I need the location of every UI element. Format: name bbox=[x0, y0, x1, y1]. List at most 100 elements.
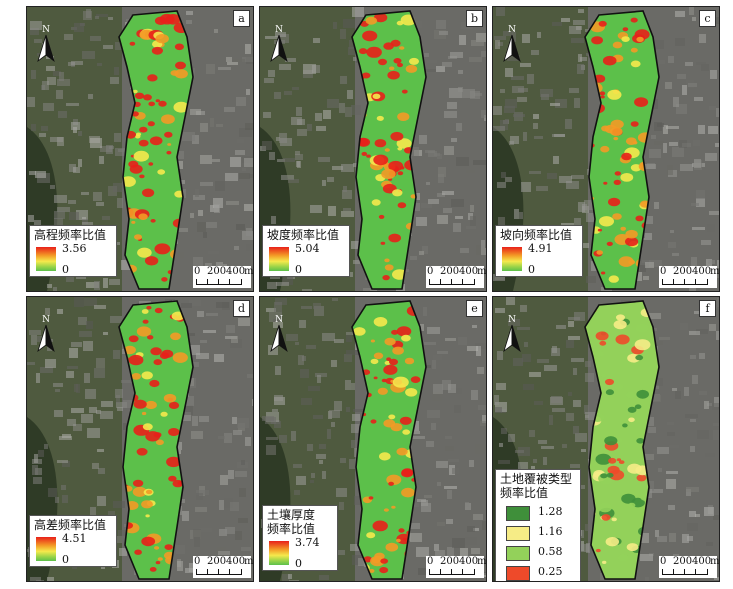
scale-mid: 200 bbox=[673, 556, 693, 567]
legend-title-line1: 土地覆被类型 bbox=[500, 472, 573, 486]
panel-label: a bbox=[233, 10, 250, 27]
map-panel-d: d N 0 200 400 m 高差频率比值 4.51 0 bbox=[26, 296, 254, 582]
legend-max-value: 5.04 bbox=[295, 242, 320, 255]
scale-bar: 0 200 400 m bbox=[659, 556, 720, 578]
study-area-boundary bbox=[118, 300, 194, 580]
legend-max-value: 4.51 bbox=[62, 532, 87, 545]
legend-color-ramp bbox=[36, 247, 56, 271]
legend-swatch bbox=[506, 526, 530, 541]
scale-unit: m bbox=[477, 266, 487, 277]
legend-title-line1: 土壤厚度 bbox=[267, 508, 316, 522]
legend-class-row: 1.28 bbox=[500, 503, 576, 523]
legend-max-value: 4.91 bbox=[528, 242, 553, 255]
legend-color-ramp bbox=[36, 537, 56, 561]
scale-max: 400 bbox=[459, 266, 479, 277]
legend-min-value: 0 bbox=[62, 263, 69, 276]
scale-max: 400 bbox=[692, 556, 712, 567]
scale-bar: 0 200 400 m bbox=[426, 266, 487, 288]
figure-frame: a N 0 200 400 m 高程频率比值 3.56 0 bbox=[26, 6, 720, 582]
legend: 坡度频率比值 5.04 0 bbox=[262, 225, 350, 277]
legend: 高差频率比值 4.51 0 bbox=[29, 515, 117, 567]
scale-zero: 0 bbox=[427, 266, 434, 277]
scale-mid: 200 bbox=[207, 266, 227, 277]
legend-class-row: 1.16 bbox=[500, 523, 576, 543]
legend-min-value: 0 bbox=[62, 553, 69, 566]
scale-zero: 0 bbox=[427, 556, 434, 567]
legend-class-row: 0.58 bbox=[500, 543, 576, 563]
scale-zero: 0 bbox=[194, 266, 201, 277]
legend: 坡向频率比值 4.91 0 bbox=[495, 225, 583, 277]
scale-bar: 0 200 400 m bbox=[193, 556, 254, 578]
north-arrow-icon: N bbox=[37, 315, 55, 353]
scale-mid: 200 bbox=[440, 266, 460, 277]
legend-color-ramp bbox=[502, 247, 522, 271]
north-arrow-icon: N bbox=[270, 315, 288, 353]
scale-max: 400 bbox=[692, 266, 712, 277]
satellite-map bbox=[27, 7, 253, 291]
legend-title: 高差频率比值 bbox=[34, 518, 107, 532]
legend-class-row: 0.25 bbox=[500, 563, 576, 581]
legend-title-line2: 频率比值 bbox=[500, 486, 549, 500]
study-area-boundary bbox=[584, 10, 660, 290]
map-panel-c: c N 0 200 400 m 坡向频率比值 4.91 0 bbox=[492, 6, 720, 292]
legend-min-value: 0 bbox=[528, 263, 535, 276]
legend-class-value: 1.16 bbox=[538, 525, 563, 538]
scale-unit: m bbox=[244, 266, 254, 277]
svg-text:N: N bbox=[508, 315, 516, 325]
scale-mid: 200 bbox=[207, 556, 227, 567]
scale-mid: 200 bbox=[673, 266, 693, 277]
legend-min-value: 0 bbox=[295, 557, 302, 570]
map-panel-a: a N 0 200 400 m 高程频率比值 3.56 0 bbox=[26, 6, 254, 292]
scale-zero: 0 bbox=[660, 266, 667, 277]
north-arrow-icon: N bbox=[503, 25, 521, 63]
legend-max-value: 3.74 bbox=[295, 536, 320, 549]
scale-zero: 0 bbox=[660, 556, 667, 567]
panel-label: c bbox=[699, 10, 716, 27]
study-area-boundary bbox=[118, 10, 194, 290]
north-arrow-icon: N bbox=[37, 25, 55, 63]
svg-text:N: N bbox=[42, 25, 50, 35]
legend-min-value: 0 bbox=[295, 263, 302, 276]
legend-title: 坡度频率比值 bbox=[267, 228, 340, 242]
scale-unit: m bbox=[477, 556, 487, 567]
panel-label: f bbox=[699, 300, 716, 317]
scale-bar: 0 200 400 m bbox=[193, 266, 254, 288]
legend-class-value: 1.28 bbox=[538, 505, 563, 518]
legend-swatch bbox=[506, 506, 530, 521]
legend-class-value: 0.25 bbox=[538, 565, 563, 578]
scale-unit: m bbox=[710, 556, 720, 567]
scale-unit: m bbox=[710, 266, 720, 277]
legend-color-ramp bbox=[269, 541, 289, 565]
legend-swatch bbox=[506, 566, 530, 581]
svg-text:N: N bbox=[42, 315, 50, 325]
panel-label: d bbox=[233, 300, 250, 317]
scale-bar: 0 200 400 m bbox=[659, 266, 720, 288]
north-arrow-icon: N bbox=[270, 25, 288, 63]
legend-class-value: 0.58 bbox=[538, 545, 563, 558]
scale-zero: 0 bbox=[194, 556, 201, 567]
legend-title: 坡向频率比值 bbox=[500, 228, 573, 242]
study-area-boundary bbox=[584, 300, 660, 580]
legend-swatch bbox=[506, 546, 530, 561]
legend-max-value: 3.56 bbox=[62, 242, 87, 255]
map-panel-f: f N 0 200 400 m 土地覆被类型 频率比值 1.28 bbox=[492, 296, 720, 582]
map-panel-b: b N 0 200 400 m 坡度频率比值 5.04 0 bbox=[259, 6, 487, 292]
scale-unit: m bbox=[244, 556, 254, 567]
svg-text:N: N bbox=[508, 25, 516, 35]
study-area-boundary bbox=[351, 10, 427, 290]
scale-bar: 0 200 400 m bbox=[426, 556, 487, 578]
legend-title: 高程频率比值 bbox=[34, 228, 107, 242]
panel-label: e bbox=[466, 300, 483, 317]
study-area-boundary bbox=[351, 300, 427, 580]
legend: 高程频率比值 3.56 0 bbox=[29, 225, 117, 277]
legend-color-ramp bbox=[269, 247, 289, 271]
svg-text:N: N bbox=[275, 315, 283, 325]
legend: 土壤厚度 频率比值 3.74 0 bbox=[262, 505, 338, 571]
svg-text:N: N bbox=[275, 25, 283, 35]
scale-max: 400 bbox=[459, 556, 479, 567]
map-panel-e: e N 0 200 400 m 土壤厚度 频率比值 3.74 0 bbox=[259, 296, 487, 582]
north-arrow-icon: N bbox=[503, 315, 521, 353]
legend: 土地覆被类型 频率比值 1.28 1.16 0.58 0.25 bbox=[495, 469, 581, 581]
panel-label: b bbox=[466, 10, 483, 27]
scale-max: 400 bbox=[226, 556, 246, 567]
